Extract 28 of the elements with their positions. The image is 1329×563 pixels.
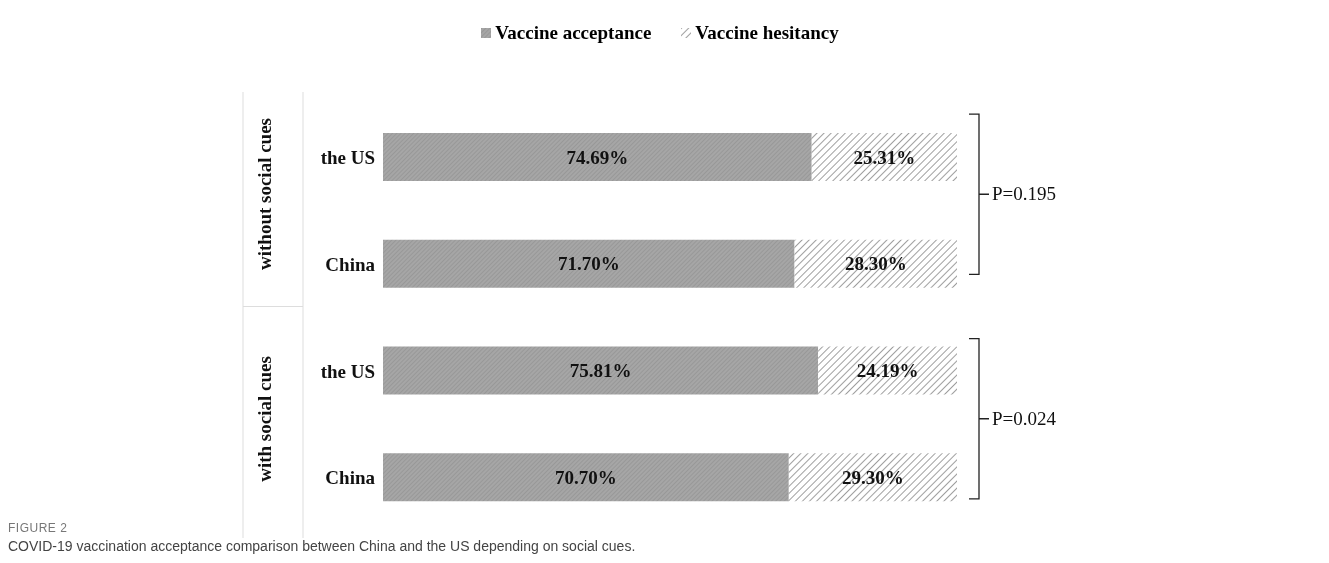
data-label: 74.69% <box>566 146 629 168</box>
bar <box>818 346 957 395</box>
bar <box>383 346 819 395</box>
bar <box>794 239 957 288</box>
data-label: 24.19% <box>856 360 919 382</box>
bar <box>383 453 789 502</box>
data-label: 70.70% <box>555 466 617 488</box>
text: P=0.024 <box>992 407 1057 430</box>
y-tick-label: the US <box>320 147 375 169</box>
caption: FIGURE 2 <box>8 521 68 535</box>
y-tick-label: the US <box>320 360 375 382</box>
text: without social cues <box>254 117 276 273</box>
data-label: 29.30% <box>842 466 904 488</box>
bar <box>383 133 812 181</box>
text: with social cues <box>254 354 276 484</box>
legend-label: Vaccine hesitancy <box>694 22 839 44</box>
data-label: 75.81% <box>569 360 632 382</box>
y-tick-label: China <box>325 467 376 489</box>
bar <box>383 239 795 288</box>
data-label: 71.70% <box>557 253 620 275</box>
y-tick-label: China <box>325 253 376 275</box>
data-label: 25.31% <box>853 146 916 168</box>
bar <box>788 453 957 502</box>
text: COVID-19 vaccination acceptance comparison between China and the US depending on social cues. <box>8 538 636 554</box>
data-label: 28.30% <box>844 253 907 275</box>
legend-label: Vaccine acceptance <box>494 22 652 44</box>
text: P=0.195 <box>992 183 1057 206</box>
bar <box>811 133 957 181</box>
